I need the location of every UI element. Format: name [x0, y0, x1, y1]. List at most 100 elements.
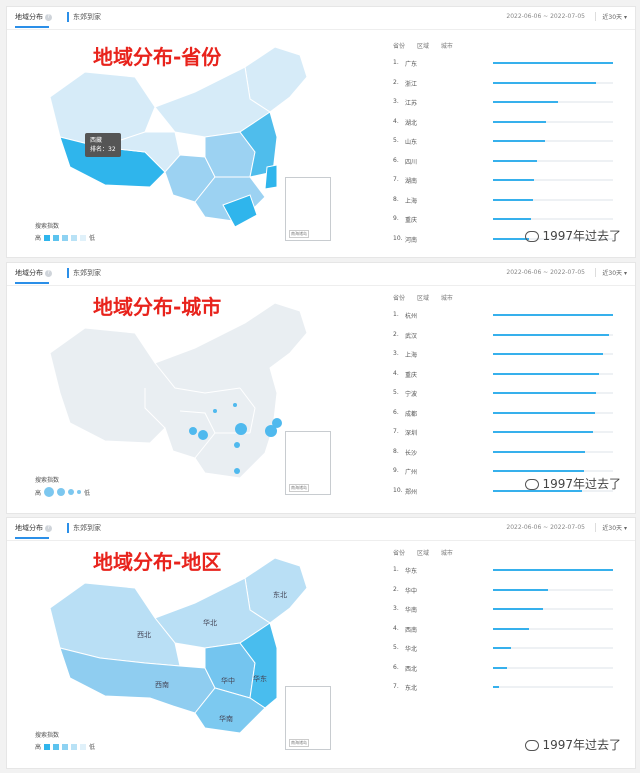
rank-name: 山东 — [405, 139, 418, 146]
panel-region: 地域分布? 东郊到家 2022-06-06 ~ 2022-07-05 近30天 … — [6, 517, 636, 769]
rank-bar — [493, 101, 558, 103]
tab-brand[interactable]: 东郊到家 — [67, 268, 101, 278]
rank-bar — [493, 411, 595, 414]
rank-name: 上海 — [405, 352, 418, 359]
legend-title: 搜索指数 — [35, 223, 60, 230]
tab-region-distribution[interactable]: 地域分布? — [15, 268, 52, 278]
region-zhejiang[interactable] — [264, 164, 278, 190]
watermark: 1997年过去了 — [525, 475, 621, 492]
rank-bar — [493, 62, 613, 64]
rank-number: 5. — [393, 389, 399, 396]
rank-tab-province[interactable]: 省份 — [393, 43, 406, 50]
city-dot-zhengzhou[interactable] — [233, 403, 237, 407]
rank-row: 6. 成都 — [393, 409, 623, 419]
china-map[interactable] — [45, 293, 345, 503]
rank-bar-track — [493, 237, 613, 240]
city-dot-xian[interactable] — [213, 409, 217, 413]
rank-tab-city[interactable]: 城市 — [440, 295, 453, 302]
rank-bar — [493, 314, 613, 316]
city-dot-wuhan[interactable] — [235, 423, 247, 435]
city-dot-chongqing[interactable] — [198, 430, 208, 440]
active-tab-indicator — [15, 26, 49, 28]
region-guangdong[interactable] — [222, 194, 258, 228]
rank-tab-region[interactable]: 区域 — [416, 550, 429, 557]
rank-number: 8. — [393, 447, 399, 455]
legend-high: 高 — [35, 235, 42, 242]
map-tooltip: 西藏 排名：32 — [85, 133, 121, 157]
chevron-down-icon: ▾ — [623, 270, 627, 277]
rank-bar — [493, 237, 529, 240]
rank-row: 6. 四川 — [393, 157, 623, 167]
city-dot-changsha[interactable] — [234, 442, 240, 448]
help-icon[interactable]: ? — [45, 13, 52, 21]
tab-region-distribution[interactable]: 地域分布? — [15, 523, 52, 533]
rank-number: 2. — [393, 585, 399, 593]
tab-brand[interactable]: 东郊到家 — [67, 523, 101, 533]
city-dot-chengdu[interactable] — [189, 427, 197, 435]
region-label: 华北 — [203, 619, 217, 627]
rank-row: 2. 浙江 — [393, 79, 623, 89]
rank-row: 10. 郑州 — [393, 487, 623, 497]
rank-name: 四川 — [405, 158, 418, 166]
city-dot-shanghai[interactable] — [272, 418, 282, 428]
rank-bar-track — [493, 627, 613, 630]
map-legend: 搜索指数 高 低 — [35, 475, 90, 497]
legend-title: 搜索指数 — [35, 732, 60, 739]
help-icon[interactable]: ? — [45, 524, 52, 532]
rank-row: 1. 广东 — [393, 59, 623, 69]
rank-tab-region[interactable]: 区域 — [416, 295, 429, 302]
rank-name: 湖北 — [405, 119, 418, 127]
region-east[interactable] — [239, 622, 278, 709]
panel-toolbar: 地域分布? 东郊到家 2022-06-06 ~ 2022-07-05 近30天 … — [7, 518, 635, 541]
rank-bar-track — [493, 140, 613, 142]
city-dot-guangzhou[interactable] — [234, 468, 240, 474]
date-range[interactable]: 2022-06-06 ~ 2022-07-05 — [506, 13, 585, 20]
rank-row: 3. 上海 — [393, 350, 623, 360]
tab-brand[interactable]: 东郊到家 — [67, 12, 101, 22]
period-select[interactable]: 近30天 ▾ — [595, 268, 627, 277]
rank-row: 7. 东北 — [393, 683, 623, 693]
legend-swatch — [80, 743, 87, 750]
tab-region-distribution[interactable]: 地域分布? — [15, 12, 52, 22]
rank-number: 2. — [393, 330, 399, 338]
rank-bar — [493, 353, 604, 355]
rank-bar-track — [493, 314, 613, 316]
china-map[interactable] — [45, 548, 345, 758]
rank-tab-region[interactable]: 区域 — [416, 43, 429, 50]
legend-title: 搜索指数 — [35, 477, 60, 484]
watermark: 1997年过去了 — [525, 736, 621, 753]
region-south[interactable] — [194, 687, 266, 734]
period-select[interactable]: 近30天 ▾ — [595, 12, 627, 21]
rank-number: 1. — [393, 566, 399, 573]
rank-bar-track — [493, 333, 613, 336]
legend-circle — [68, 489, 75, 495]
tooltip-rank: 排名：32 — [90, 146, 116, 153]
region-label: 西北 — [137, 631, 151, 639]
active-tab-indicator — [15, 537, 49, 539]
rank-name: 杭州 — [405, 313, 418, 320]
rank-bar — [493, 608, 544, 610]
tooltip-region: 西藏 — [90, 137, 103, 144]
city-dot-hangzhou[interactable] — [265, 425, 277, 437]
help-icon[interactable]: ? — [45, 269, 52, 277]
rank-tab-city[interactable]: 城市 — [440, 550, 453, 557]
rank-name: 深圳 — [405, 430, 418, 437]
rank-bar — [493, 489, 582, 492]
rank-bar-track — [493, 372, 613, 375]
rank-tab-province[interactable]: 省份 — [393, 295, 406, 302]
rank-bar-track — [493, 431, 613, 433]
inset-caption: 南海诸岛 — [289, 484, 309, 492]
panel-city: 地域分布? 东郊到家 2022-06-06 ~ 2022-07-05 近30天 … — [6, 262, 636, 514]
rank-bar-track — [493, 120, 613, 123]
rank-tab-province[interactable]: 省份 — [393, 550, 406, 557]
date-range[interactable]: 2022-06-06 ~ 2022-07-05 — [506, 269, 585, 276]
rank-row: 4. 西南 — [393, 625, 623, 635]
period-select[interactable]: 近30天 ▾ — [595, 523, 627, 532]
legend-swatch — [53, 234, 60, 241]
rank-number: 6. — [393, 408, 399, 416]
rank-name: 湖南 — [405, 178, 418, 185]
country-outline — [49, 302, 308, 479]
rank-bar-track — [493, 198, 613, 201]
date-range[interactable]: 2022-06-06 ~ 2022-07-05 — [506, 524, 585, 531]
rank-tab-city[interactable]: 城市 — [440, 43, 453, 50]
